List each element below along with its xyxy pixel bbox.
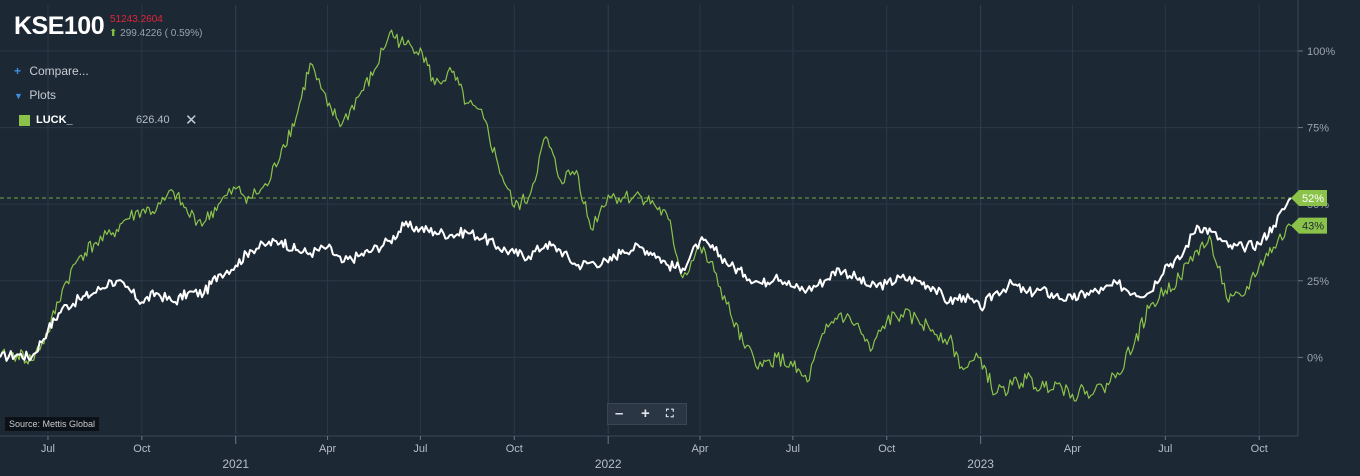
x-month-label: Oct (133, 443, 150, 455)
index-price: 51243.2604 (110, 14, 163, 25)
x-year-label: 2021 (222, 457, 249, 471)
grid-layer (0, 5, 1298, 434)
price-change-value: 299.4226 ( 0.59%) (120, 28, 203, 39)
zoom-out-button[interactable]: – (615, 405, 624, 422)
end-label-luck: 43% (1291, 217, 1327, 234)
x-month-label: Oct (878, 443, 895, 455)
x-month-label: Jul (1158, 443, 1172, 455)
end-label-badge (1291, 217, 1327, 234)
y-tick-label: 100% (1307, 46, 1335, 58)
x-month-label: Jul (786, 443, 800, 455)
x-month-label: Apr (691, 443, 708, 455)
x-month-label: Oct (506, 443, 523, 455)
x-year-label: 2022 (595, 457, 622, 471)
x-month-label: Apr (319, 443, 336, 455)
series-swatch (19, 115, 30, 126)
x-month-label: Oct (1251, 443, 1268, 455)
ticker-symbol: KSE100 (14, 12, 105, 40)
up-arrow-icon: ⬆ (109, 28, 118, 39)
plots-label: Plots (29, 88, 57, 102)
compare-label: Compare... (29, 64, 89, 78)
y-tick-label: 75% (1307, 123, 1329, 135)
series-line-luck (0, 29, 1292, 402)
series-line-kse100 (0, 197, 1292, 362)
compare-button[interactable]: + Compare... (14, 64, 89, 78)
x-year-label: 2023 (967, 457, 994, 471)
zoom-controls: – + ⛶ (607, 403, 687, 425)
x-month-label: Jul (41, 443, 55, 455)
y-tick-label: 25% (1307, 276, 1329, 288)
end-label-text: 52% (1302, 193, 1324, 205)
series-layer (0, 29, 1292, 402)
end-label-badge (1291, 190, 1327, 207)
fullscreen-icon[interactable]: ⛶ (666, 408, 674, 420)
zoom-in-button[interactable]: + (641, 405, 650, 422)
end-label-kse100: 52% (1291, 190, 1327, 207)
end-label-layer: 52% 43% (1291, 190, 1327, 234)
triangle-down-icon: ▼ (14, 91, 23, 101)
plot-name: LUCK_ (36, 114, 73, 126)
price-change: ⬆ 299.4226 ( 0.59%) (109, 28, 202, 39)
x-month-label: Apr (1064, 443, 1081, 455)
plus-icon: + (14, 64, 22, 78)
plot-row-luck: LUCK_ 626.40 ✕ (19, 112, 201, 130)
end-label-text: 43% (1302, 221, 1324, 233)
remove-plot-icon[interactable]: ✕ (185, 112, 198, 129)
plots-toggle[interactable]: ▼ Plots (14, 88, 56, 102)
plot-value: 626.40 (136, 114, 170, 126)
y-tick-label: 0% (1307, 352, 1323, 364)
x-month-label: Jul (413, 443, 427, 455)
source-badge: Source: Mettis Global (5, 417, 100, 431)
axis-layer: 100%75%50%25%0%JulOctAprJulOctAprJulOctA… (0, 0, 1335, 471)
